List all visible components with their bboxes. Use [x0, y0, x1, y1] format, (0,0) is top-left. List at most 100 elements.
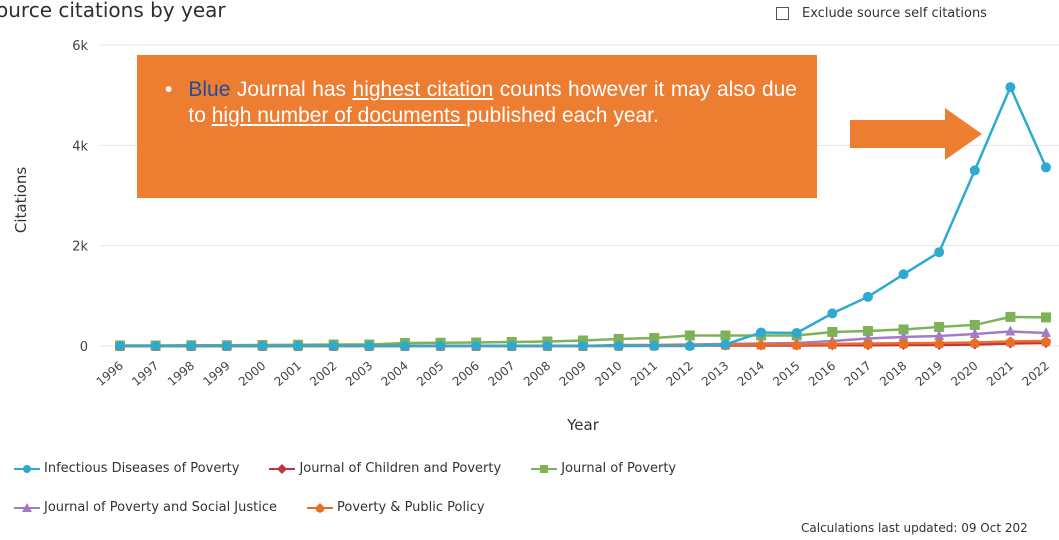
data-point[interactable]	[791, 327, 802, 338]
data-point[interactable]	[1005, 82, 1016, 93]
data-point[interactable]	[862, 291, 873, 302]
data-point[interactable]	[898, 330, 909, 341]
data-point[interactable]	[827, 326, 838, 337]
x-tick-label: 2000	[236, 359, 268, 389]
data-point[interactable]	[649, 341, 660, 351]
data-point[interactable]	[969, 327, 980, 338]
x-tick-label: 2019	[913, 359, 945, 389]
data-point[interactable]	[613, 341, 624, 351]
data-point[interactable]	[898, 338, 909, 349]
legend-label: Infectious Diseases of Poverty	[44, 461, 240, 476]
data-point[interactable]	[1005, 325, 1016, 336]
data-point[interactable]	[862, 338, 873, 349]
data-point[interactable]	[684, 341, 695, 351]
callout-arrow-icon	[850, 108, 982, 160]
legend-item-children-poverty[interactable]: Journal of Children and Poverty	[269, 461, 501, 476]
y-axis-ticks: 0 2k 4k 6k	[72, 39, 88, 355]
data-point[interactable]	[221, 341, 232, 351]
data-point[interactable]	[578, 341, 588, 351]
data-point[interactable]	[934, 337, 945, 348]
x-tick-label: 2008	[521, 359, 553, 389]
x-tick-label: 2020	[948, 359, 980, 389]
x-tick-label: 2001	[272, 359, 304, 389]
data-point[interactable]	[898, 324, 909, 335]
data-point[interactable]	[969, 165, 980, 176]
data-point[interactable]	[328, 341, 339, 351]
data-point[interactable]	[898, 269, 909, 280]
legend-marker-star-icon	[307, 502, 334, 513]
data-point[interactable]	[150, 341, 161, 351]
legend-item-journal-of-poverty[interactable]: Journal of Poverty	[531, 461, 676, 476]
data-point[interactable]	[542, 341, 553, 351]
data-point[interactable]	[1041, 162, 1051, 173]
legend-label: Journal of Poverty	[561, 461, 677, 476]
data-point[interactable]	[293, 341, 304, 351]
data-point[interactable]	[613, 333, 624, 344]
legend-item-public-policy[interactable]: Poverty & Public Policy	[307, 500, 485, 515]
x-tick-label: 2003	[343, 359, 375, 389]
data-point[interactable]	[934, 321, 945, 332]
data-point[interactable]	[257, 341, 268, 351]
callout-text-3: published each year.	[466, 104, 659, 127]
data-point[interactable]	[720, 330, 731, 341]
x-tick-label: 2007	[485, 359, 517, 389]
x-tick-label: 1999	[200, 359, 232, 389]
x-tick-label: 1997	[129, 359, 161, 389]
exclude-self-citations-label: Exclude source self citations	[802, 6, 987, 21]
data-point[interactable]	[1005, 336, 1016, 347]
legend-label: Poverty & Public Policy	[337, 500, 485, 515]
data-point[interactable]	[791, 339, 802, 350]
legend-marker-circle-icon	[14, 464, 40, 473]
data-point[interactable]	[756, 327, 767, 338]
legend-item-infectious-diseases[interactable]: Infectious Diseases of Poverty	[14, 461, 239, 476]
data-point[interactable]	[1041, 335, 1051, 346]
data-point[interactable]	[969, 337, 980, 348]
x-tick-label: 2004	[378, 359, 410, 389]
callout-text-1: Journal has	[230, 78, 353, 101]
data-point[interactable]	[862, 325, 873, 336]
legend-item-social-justice[interactable]: Journal of Poverty and Social Justice	[14, 500, 277, 515]
y-tick-label: 2k	[72, 240, 88, 255]
data-point[interactable]	[471, 341, 482, 351]
data-point[interactable]	[720, 339, 731, 350]
exclude-self-citations-checkbox[interactable]	[776, 7, 789, 20]
last-updated-text: Calculations last updated: 09 Oct 202	[801, 521, 1028, 535]
x-tick-label: 2015	[770, 359, 802, 389]
legend-row-1: Infectious Diseases of Poverty Journal o…	[14, 461, 706, 476]
callout-text-2: counts however it may also due to	[188, 78, 797, 127]
data-point[interactable]	[827, 338, 838, 349]
data-point[interactable]	[756, 339, 767, 350]
data-point[interactable]	[186, 341, 197, 351]
data-point[interactable]	[684, 330, 695, 341]
data-point[interactable]	[1041, 326, 1051, 337]
data-point[interactable]	[399, 341, 410, 351]
data-point[interactable]	[649, 332, 660, 343]
data-point[interactable]	[1005, 311, 1016, 322]
data-point[interactable]	[115, 341, 125, 351]
x-tick-label: 2018	[877, 359, 909, 389]
data-point[interactable]	[934, 247, 945, 258]
data-point[interactable]	[1041, 312, 1051, 323]
chart-series	[115, 82, 1051, 351]
x-tick-label: 2017	[841, 359, 873, 389]
y-tick-label: 4k	[72, 139, 88, 154]
y-axis-label: Citations	[12, 167, 30, 233]
x-axis-ticks: 1996 1997 1998 1999 2000 2001 2002 2003 2004 2005…	[94, 359, 1052, 389]
data-point[interactable]	[934, 329, 945, 340]
callout-sentence: Blue Journal has highest citation counts…	[188, 77, 797, 129]
x-tick-label: 2006	[450, 359, 482, 389]
legend-marker-square-icon	[531, 464, 558, 473]
legend-marker-triangle-icon	[14, 502, 40, 512]
data-point[interactable]	[969, 319, 980, 330]
x-tick-label: 2009	[557, 359, 589, 389]
exclude-self-citations-toggle[interactable]: Exclude source self citations	[776, 6, 987, 21]
data-point[interactable]	[506, 341, 517, 351]
data-point[interactable]	[862, 332, 873, 343]
x-tick-label: 1998	[165, 359, 197, 389]
data-point[interactable]	[435, 341, 446, 351]
x-tick-label: 2022	[1020, 359, 1052, 389]
data-point[interactable]	[827, 308, 838, 319]
x-tick-label: 2012	[663, 359, 695, 389]
bullet: •	[165, 78, 173, 101]
data-point[interactable]	[364, 341, 375, 351]
